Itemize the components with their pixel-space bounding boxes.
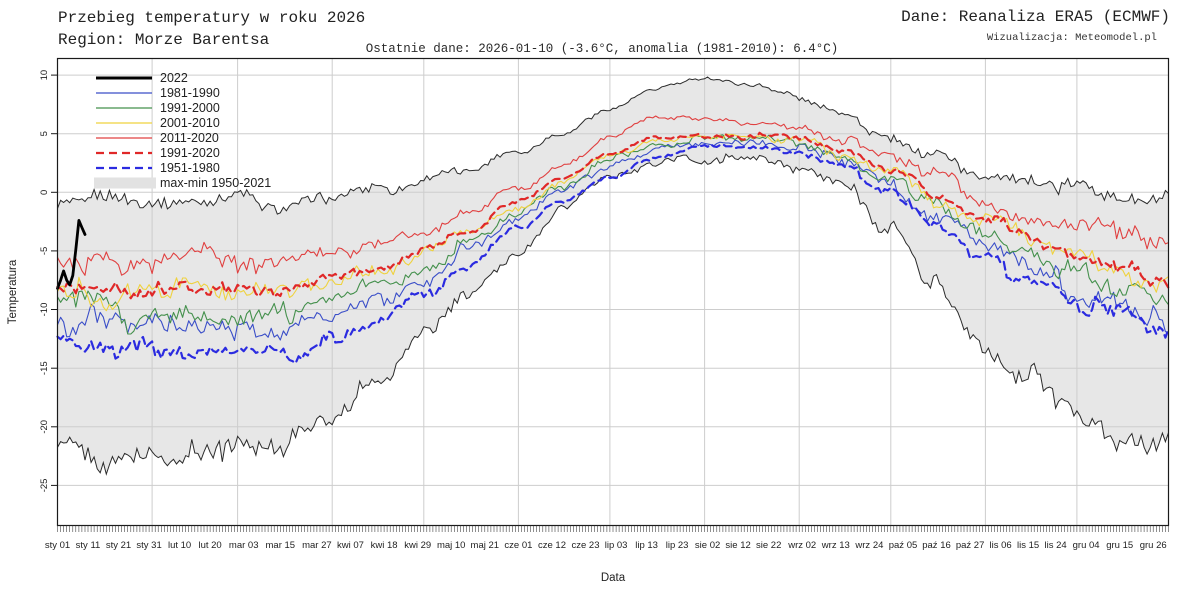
legend-swatch-band [94,177,156,189]
legend-label-1991-2000: 1991-2000 [160,101,220,115]
y-axis-title: Temperatura [7,259,19,324]
x-tick-label: sie 12 [725,540,750,551]
y-tick-label: -10 [39,303,50,317]
x-tick-label: maj 10 [437,540,466,551]
max-envelope-line [57,76,1169,215]
series-line-1991-2020 [56,131,1170,300]
x-tick-label: gru 04 [1073,540,1100,551]
x-tick-label: lut 10 [168,540,191,551]
legend-label-1981-1990: 1981-1990 [160,86,220,100]
x-tick-label: sie 02 [695,540,720,551]
x-tick-label: sty 21 [106,540,131,551]
x-tick-label: wrz 02 [787,540,816,551]
x-tick-label: sty 31 [136,540,161,551]
legend-label-max-min 1950-2021: max-min 1950-2021 [160,176,271,190]
x-tick-label: lip 23 [666,540,689,551]
x-tick-label: lis 24 [1045,540,1067,551]
x-tick-label: wrz 13 [821,540,850,551]
x-axis-title: Data [601,572,626,584]
x-tick-label: mar 03 [229,540,259,551]
x-tick-label: lis 15 [1017,540,1039,551]
series-line-1991-2000 [56,134,1170,335]
x-tick-label: paź 16 [922,540,951,551]
y-tick-label: -5 [39,247,50,255]
x-tick-label: cze 23 [572,540,600,551]
y-tick-label: -25 [39,479,50,493]
x-tick-label: gru 15 [1106,540,1133,551]
x-tick-label: kwi 29 [404,540,431,551]
series-line-2022 [56,219,87,290]
x-tick-label: sty 01 [45,540,70,551]
x-tick-label: cze 12 [538,540,566,551]
axis-tick-layer: 10 5 0 -5 -10 -15 -20 -25 sty 01 sty 11 sty 21 sty … [39,70,1169,551]
visualization-credit: Wizualizacja: Meteomodel.pl [987,32,1157,44]
x-tick-label: lut 20 [198,540,221,551]
y-tick-label: 10 [39,70,50,81]
x-tick-label: maj 21 [471,540,500,551]
x-tick-label: lis 06 [990,540,1012,551]
x-tick-label: mar 27 [302,540,332,551]
legend: 20221981-19901991-20002001-20102011-2020… [94,71,271,190]
chart-region-subtitle: Region: Morze Barentsa [58,31,270,49]
chart-title: Przebieg temperatury w roku 2026 [58,9,365,27]
legend-label-1951-1980: 1951-1980 [160,161,220,175]
last-data-subtitle: Ostatnie dane: 2026-01-10 (-3.6°C, anoma… [366,42,839,56]
x-tick-label: gru 26 [1140,540,1167,551]
data-source-label: Dane: Reanaliza ERA5 (ECMWF) [901,8,1170,26]
x-tick-label: paź 27 [956,540,985,551]
y-tick-label: -15 [39,361,50,375]
x-tick-label: cze 01 [504,540,532,551]
x-tick-label: sie 22 [756,540,781,551]
series-line-1951-1980 [56,143,1170,365]
x-tick-label: lip 13 [635,540,658,551]
x-tick-label: kwi 07 [337,540,364,551]
legend-label-1991-2020: 1991-2020 [160,146,220,160]
x-tick-label: wrz 24 [854,540,883,551]
x-tick-label: lip 03 [605,540,628,551]
series-line-layer [56,76,1170,476]
series-line-1981-1990 [56,139,1170,342]
series-line-2011-2020 [56,115,1170,276]
y-tick-label: 5 [39,131,50,136]
gridline-layer [57,58,1169,526]
x-tick-label: sty 11 [76,540,101,551]
x-tick-label: paź 05 [889,540,918,551]
x-tick-label: kwi 18 [371,540,398,551]
y-tick-label: -20 [39,420,50,434]
y-tick-label: 0 [39,190,50,195]
legend-label-2001-2010: 2001-2010 [160,116,220,130]
legend-label-2011-2020: 2011-2020 [160,131,219,145]
legend-label-2022: 2022 [160,71,188,85]
x-tick-label: mar 15 [266,540,296,551]
